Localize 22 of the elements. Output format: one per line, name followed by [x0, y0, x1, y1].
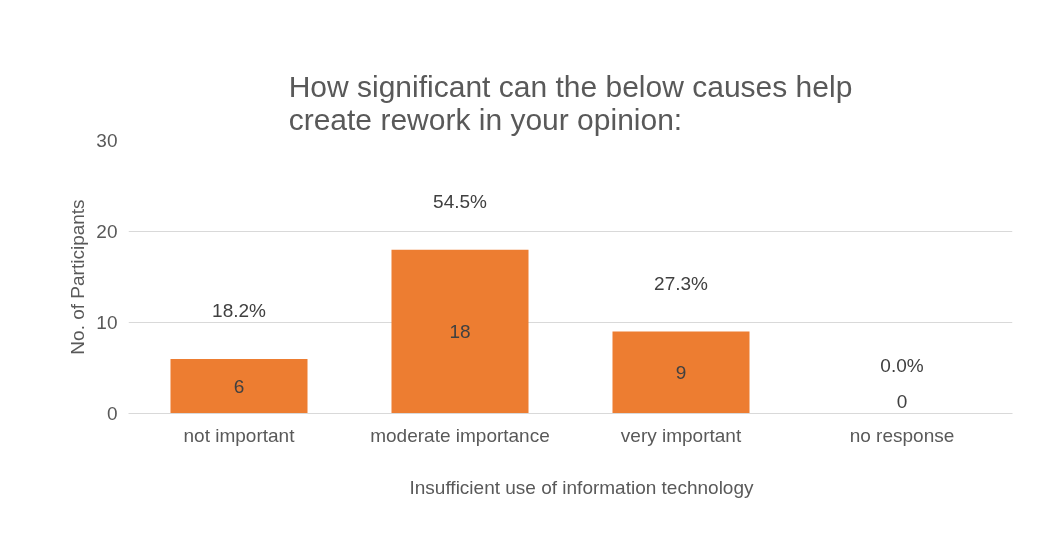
- data-label: 18: [449, 321, 471, 343]
- x-tick-label: very important: [620, 424, 742, 446]
- x-tick-label: not important: [183, 424, 296, 446]
- data-label: 9: [675, 362, 687, 384]
- bar: [170, 358, 308, 414]
- chart-title: How significant can the below causes help create rework in your opinion:: [288, 69, 853, 136]
- annotation: 0.0%: [880, 354, 924, 376]
- x-tick-label: no response: [849, 424, 955, 446]
- text: Insufficient use of information technology: [409, 477, 754, 499]
- y-axis-title: No. of Participants: [67, 199, 89, 355]
- annotation: 54.5%: [433, 190, 488, 212]
- y-tick-label: 30: [96, 130, 118, 151]
- annotation: 18.2%: [212, 299, 267, 321]
- data-label: 0: [896, 391, 908, 412]
- y-tick-label: 0: [106, 403, 118, 424]
- bar: [612, 331, 750, 414]
- annotation: 27.3%: [654, 272, 709, 294]
- y-tick-label: 20: [96, 221, 118, 242]
- x-tick-label: moderate importance: [370, 424, 550, 446]
- bar: [391, 249, 529, 414]
- y-tick-label: 10: [96, 312, 118, 333]
- data-label: 6: [233, 375, 245, 397]
